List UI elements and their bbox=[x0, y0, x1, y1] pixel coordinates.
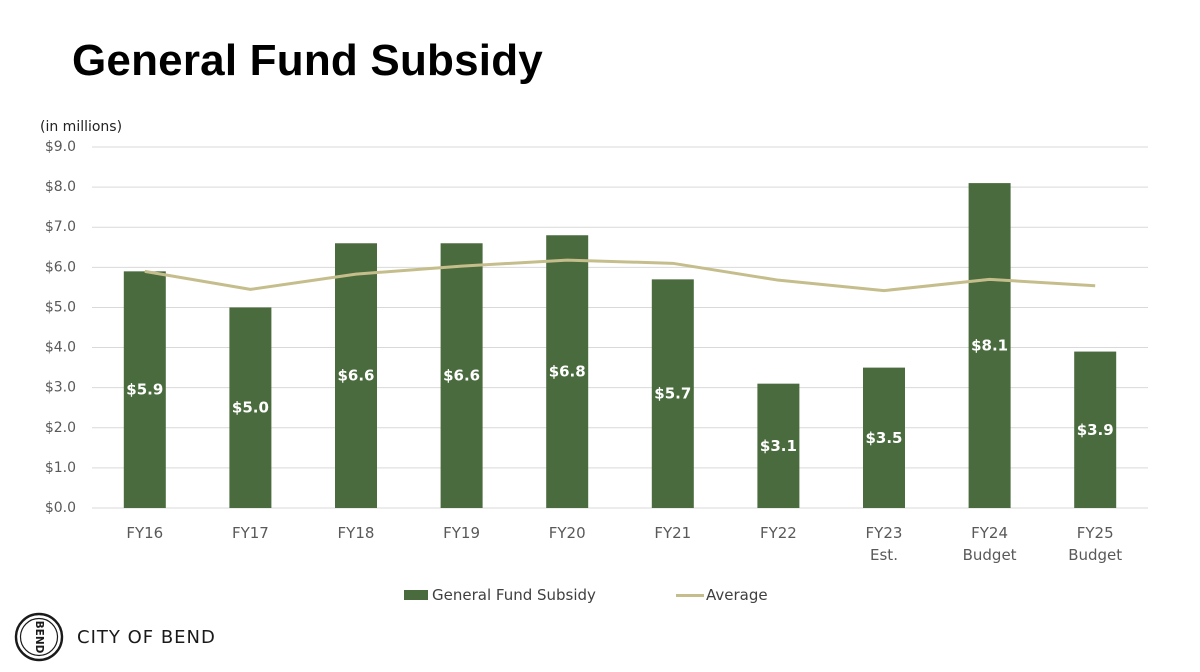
y-tick-label: $9.0 bbox=[45, 139, 76, 155]
average-line bbox=[144, 258, 1096, 293]
x-tick-label: FY16 bbox=[126, 524, 163, 542]
x-tick-label: FY19 bbox=[443, 524, 480, 542]
x-tick-label: FY22 bbox=[760, 524, 797, 542]
bar-data-label: $3.1 bbox=[760, 437, 797, 455]
average-line-series bbox=[144, 258, 1096, 293]
x-tick-label: FY21 bbox=[654, 524, 691, 542]
svg-text:BEND: BEND bbox=[33, 621, 45, 654]
bar bbox=[757, 383, 800, 508]
y-tick-label: $6.0 bbox=[45, 259, 76, 275]
bar-data-label: $8.1 bbox=[971, 337, 1008, 355]
organization-name: CITY OF BEND bbox=[77, 626, 216, 648]
bar-data-label: $5.7 bbox=[654, 385, 691, 403]
y-tick-label: $5.0 bbox=[45, 299, 76, 315]
bar-data-label: $6.8 bbox=[549, 363, 586, 381]
bar bbox=[863, 367, 905, 508]
legend-item-subsidy: General Fund Subsidy bbox=[404, 586, 596, 604]
city-seal-logo-icon: BEND bbox=[14, 612, 64, 662]
bar bbox=[1074, 351, 1117, 508]
x-tick-label: FY23 bbox=[866, 524, 903, 542]
units-note: (in millions) bbox=[40, 119, 123, 135]
footer: BEND CITY OF BEND bbox=[14, 612, 216, 662]
bar-data-label: $3.9 bbox=[1077, 421, 1114, 439]
x-tick-label: FY25 bbox=[1077, 524, 1114, 542]
legend-swatch-line bbox=[676, 593, 704, 597]
x-tick-label: Budget bbox=[1068, 546, 1122, 564]
bar-data-label: $5.0 bbox=[232, 399, 269, 417]
bar bbox=[651, 279, 694, 508]
bar-series: $5.9 $5.0 $6.6 $6.6 $6.8 $5.7 $3.1 $3.5 $8.1 $3.9 bbox=[123, 183, 1117, 508]
bar-data-label: $6.6 bbox=[337, 367, 374, 385]
bar-chart: $0.0 $1.0 $2.0 $3.0 $4.0 $5.0 $6.0 $7.0 $8.0 $9.0… bbox=[45, 139, 1148, 564]
x-tick-label: FY20 bbox=[549, 524, 586, 542]
legend: General Fund Subsidy Average bbox=[0, 586, 1200, 608]
bar bbox=[440, 243, 483, 508]
page-title: General Fund Subsidy bbox=[72, 36, 543, 85]
bar bbox=[229, 307, 272, 508]
bar bbox=[546, 235, 589, 508]
x-axis-ticks: FY16 FY17 FY18 FY19 FY20 FY21 FY22 FY23 Est. FY24… bbox=[126, 524, 1122, 564]
bar-data-label: $3.5 bbox=[865, 429, 902, 447]
y-tick-label: $1.0 bbox=[45, 460, 76, 476]
x-tick-label: FY18 bbox=[338, 524, 375, 542]
bar-data-label: $5.9 bbox=[126, 381, 163, 399]
bar bbox=[968, 183, 1011, 508]
y-tick-label: $3.0 bbox=[45, 380, 76, 396]
y-tick-label: $0.0 bbox=[45, 500, 76, 516]
bar-data-label: $6.6 bbox=[443, 367, 480, 385]
legend-swatch-bar bbox=[404, 590, 428, 600]
y-tick-label: $8.0 bbox=[45, 179, 76, 195]
y-axis-ticks: $0.0 $1.0 $2.0 $3.0 $4.0 $5.0 $6.0 $7.0 $8.0 $9.0 bbox=[45, 139, 76, 516]
x-tick-label: FY17 bbox=[232, 524, 269, 542]
legend-label-subsidy: General Fund Subsidy bbox=[432, 586, 596, 604]
x-tick-label: Est. bbox=[870, 546, 898, 564]
y-tick-label: $4.0 bbox=[45, 340, 76, 356]
bar bbox=[123, 271, 166, 508]
legend-item-average: Average bbox=[676, 586, 768, 604]
x-tick-label: Budget bbox=[963, 546, 1017, 564]
y-tick-label: $2.0 bbox=[45, 420, 76, 436]
y-tick-label: $7.0 bbox=[45, 219, 76, 235]
x-tick-label: FY24 bbox=[971, 524, 1008, 542]
bar bbox=[335, 243, 377, 508]
legend-label-average: Average bbox=[706, 586, 768, 604]
